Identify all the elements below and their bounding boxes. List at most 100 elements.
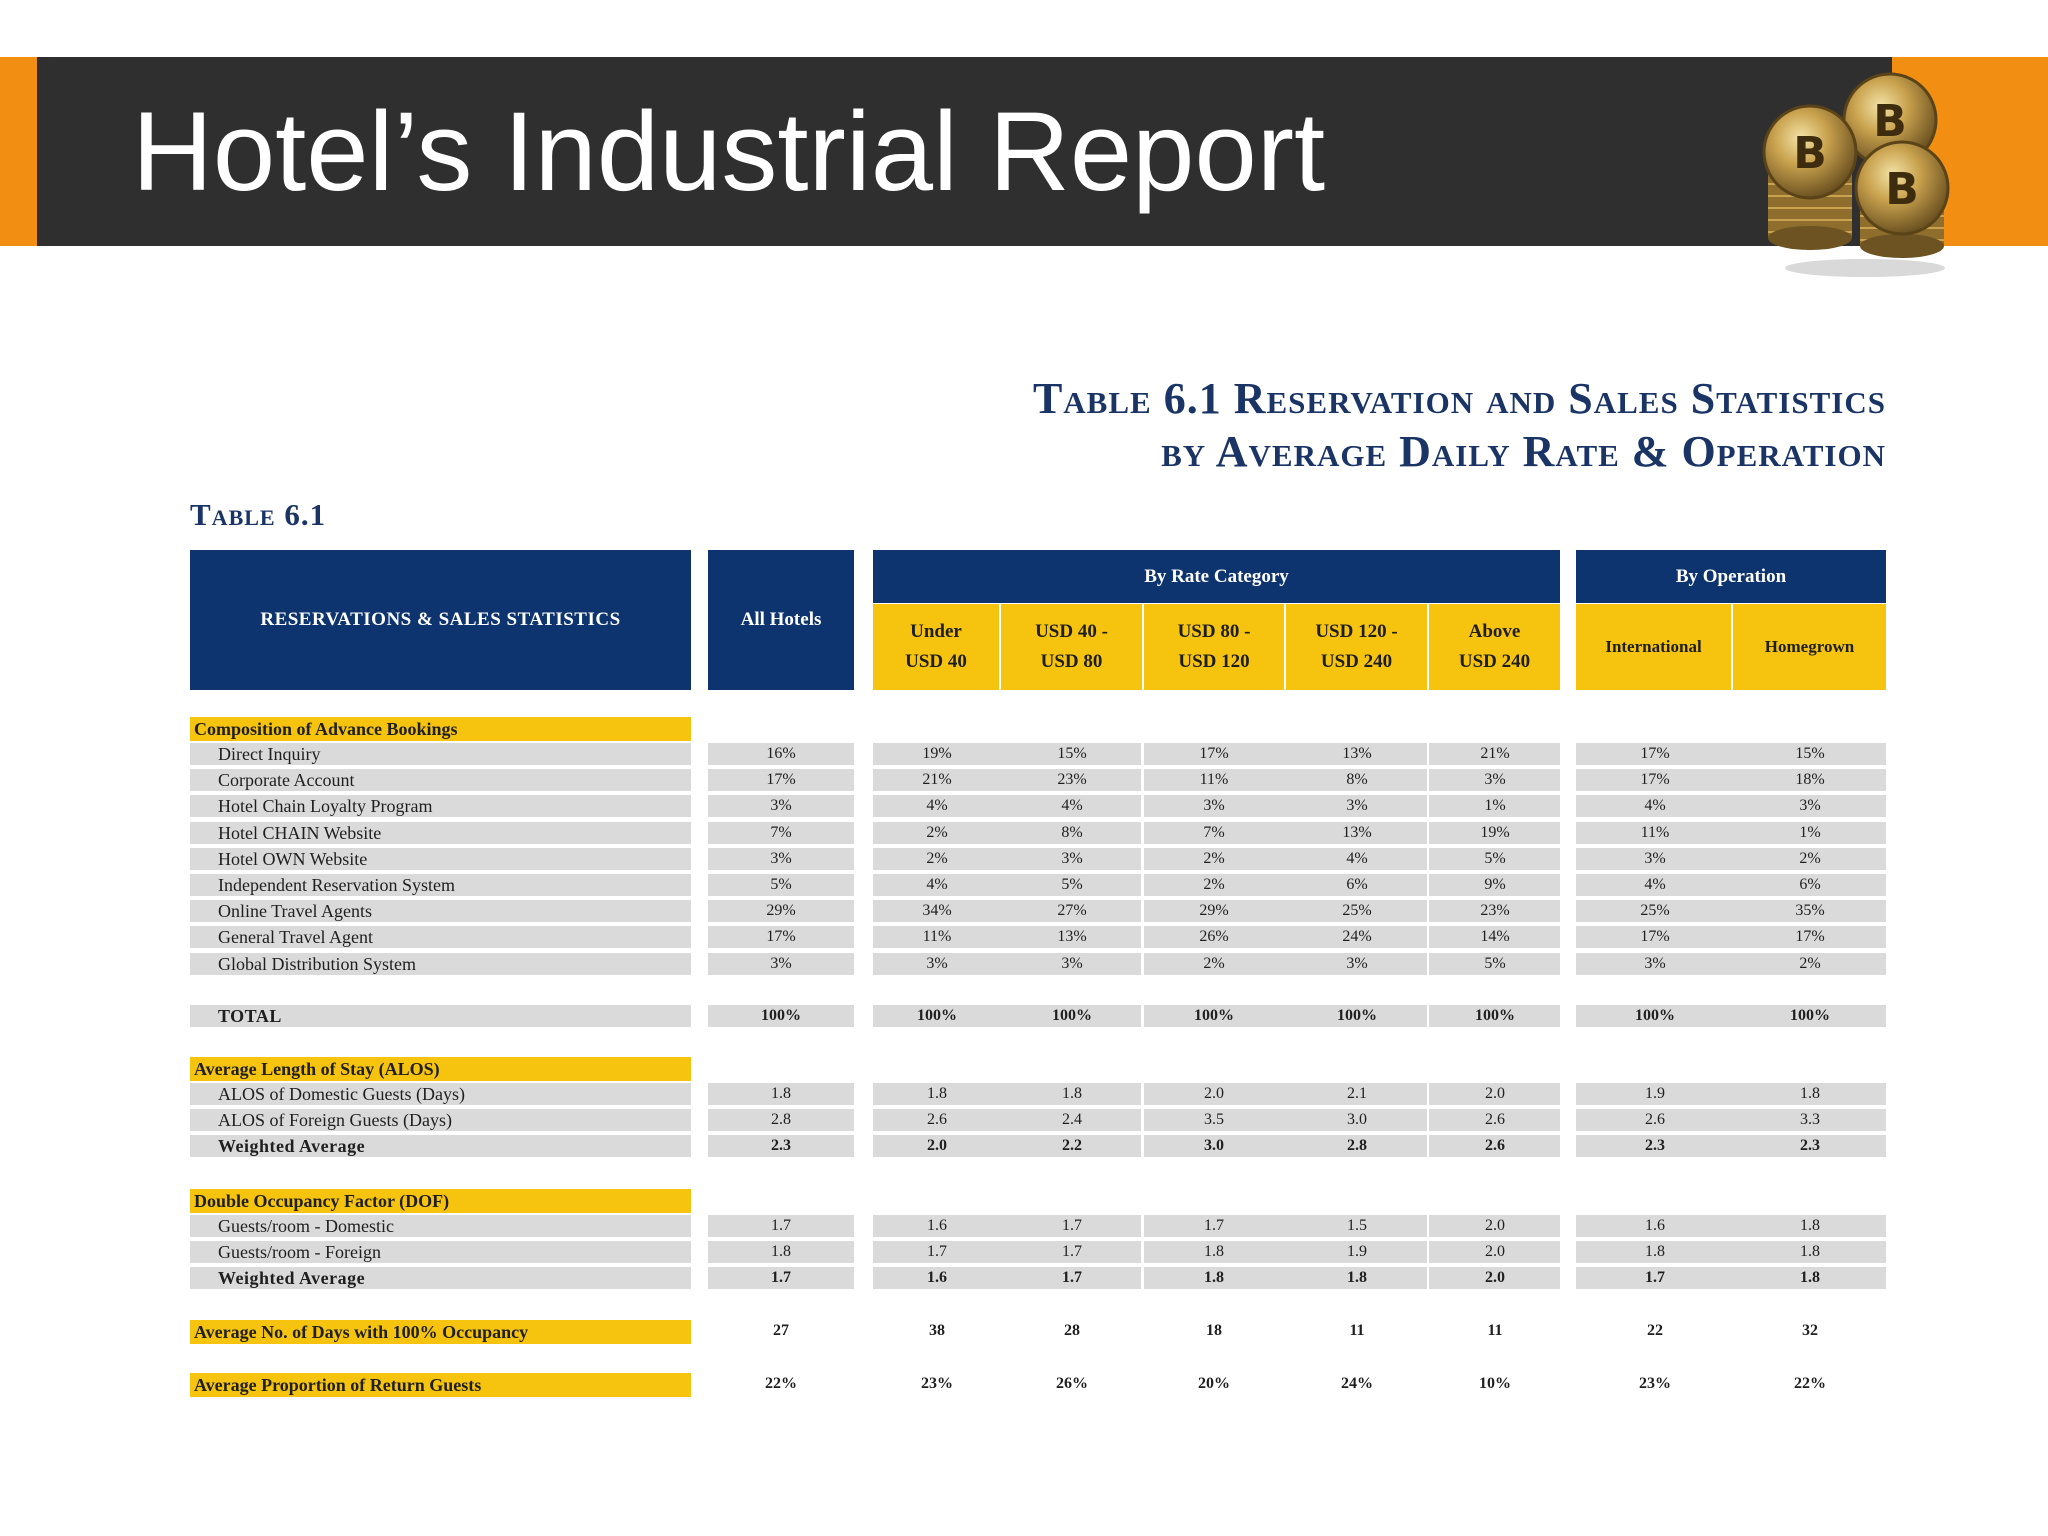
row-value-background [708,1215,854,1237]
row-value-background [873,1267,1141,1289]
table-cell: 3% [1061,955,1083,972]
table-cell: 1.6 [927,1217,947,1234]
table-cell: 1% [1484,797,1506,814]
table-cell: 2.3 [1645,1137,1665,1154]
row-value-background [1576,1083,1886,1105]
row-value-background [1144,953,1427,975]
header-col-line2: USD 120 [1178,651,1250,672]
row-value-background [1144,1241,1427,1263]
table-cell: 16% [766,745,796,762]
row-label-background [190,1109,691,1131]
section-title-dof: Double Occupancy Factor (DOF) [190,1189,691,1213]
table-cell: 5% [1061,876,1083,893]
row-label: Direct Inquiry [218,743,321,764]
row-label: Guests/room - Domestic [218,1215,394,1236]
table-cell: 1.8 [1204,1243,1224,1260]
table-cell: 2% [1203,876,1225,893]
table-cell: 17% [766,928,796,945]
header-col-homegrown: Homegrown [1733,604,1886,690]
row-value-background [1144,926,1427,948]
row-value-background [1429,848,1560,870]
row-value-background [1576,900,1886,922]
row-label-background [190,1083,691,1105]
row-label: Hotel CHAIN Website [218,822,382,843]
table-cell: 100% [1052,1007,1092,1024]
row-label: Hotel Chain Loyalty Program [218,795,433,816]
table-cell: 100% [1790,1007,1830,1024]
table-cell: 1.8 [1062,1085,1082,1102]
row-value-background [873,900,1141,922]
row-value-background [1576,822,1886,844]
row-value-background [1429,1109,1560,1131]
table-cell: 4% [1061,797,1083,814]
table-cell: 22% [765,1375,797,1392]
row-value-background [873,1215,1141,1237]
row-value-background [708,1135,854,1157]
section-title-return-guests: Average Proportion of Return Guests [190,1373,691,1397]
table-cell: 2% [1203,955,1225,972]
row-label-background [190,1005,691,1027]
table-cell: 9% [1484,876,1506,893]
table-cell: 1.8 [927,1085,947,1102]
table-cell: 1.7 [1645,1269,1665,1286]
table-cell: 100% [1635,1007,1675,1024]
row-label-background [190,953,691,975]
table-cell: 13% [1057,928,1087,945]
table-cell: 22 [1647,1322,1663,1339]
table-cell: 2.1 [1347,1085,1367,1102]
row-value-background [873,926,1141,948]
table-main-title: Table 6.1 Reservation and Sales Statisti… [1033,372,1886,478]
row-label-background [190,900,691,922]
row-value-background [708,743,854,765]
header-col-under-40: Under USD 40 [873,604,999,690]
row-value-background [708,900,854,922]
table-cell: 24% [1342,928,1372,945]
table-cell: 2.0 [927,1137,947,1154]
table-cell: 3% [1203,797,1225,814]
section-title-full-occupancy: Average No. of Days with 100% Occupancy [190,1320,691,1344]
table-cell: 23% [1639,1375,1671,1392]
row-value-background [1429,874,1560,896]
row-label: Online Travel Agents [218,900,373,921]
row-label: ALOS of Foreign Guests (Days) [218,1109,452,1130]
table-cell: 7% [770,824,792,841]
row-label: Weighted Average [218,1135,366,1156]
row-value-background [1576,848,1886,870]
table-cell: 13% [1342,824,1372,841]
row-value-background [1576,1267,1886,1289]
row-value-background [873,1241,1141,1263]
row-value-background [1144,1215,1427,1237]
bitcoin-coins-icon: B B B [1762,72,1950,277]
table-cell: 1.9 [1347,1243,1367,1260]
table-cell: 3% [770,797,792,814]
table-cell: 2% [926,824,948,841]
table-cell: 1.7 [1062,1243,1082,1260]
table-cell: 32 [1802,1322,1818,1339]
table-cell: 18 [1206,1322,1222,1339]
table-cell: 8% [1061,824,1083,841]
header-col-120-240: USD 120 - USD 240 [1286,604,1427,690]
row-value-background [1144,1005,1427,1027]
row-label: Global Distribution System [218,953,416,974]
table-cell: 11 [1487,1322,1503,1339]
header-col-line2: USD 40 [905,651,967,672]
table-cell: 1.8 [1800,1269,1820,1286]
table-cell: 2.8 [771,1111,791,1128]
table-cell: 27% [1057,902,1087,919]
table-cell: 3.5 [1204,1111,1224,1128]
row-value-background [1144,769,1427,791]
table-cell: 1.7 [927,1243,947,1260]
table-cell: 1.7 [1204,1217,1224,1234]
row-value-background [1429,1215,1560,1237]
table-cell: 1.7 [771,1217,791,1234]
row-value-background [708,953,854,975]
table-cell: 11% [922,928,952,945]
row-value-background [873,1005,1141,1027]
row-label-background [190,848,691,870]
table-cell: 2.0 [1485,1269,1505,1286]
table-cell: 3.0 [1204,1137,1224,1154]
row-value-background [1576,953,1886,975]
row-value-background [708,1005,854,1027]
row-value-background [873,769,1141,791]
row-value-background [1144,1135,1427,1157]
